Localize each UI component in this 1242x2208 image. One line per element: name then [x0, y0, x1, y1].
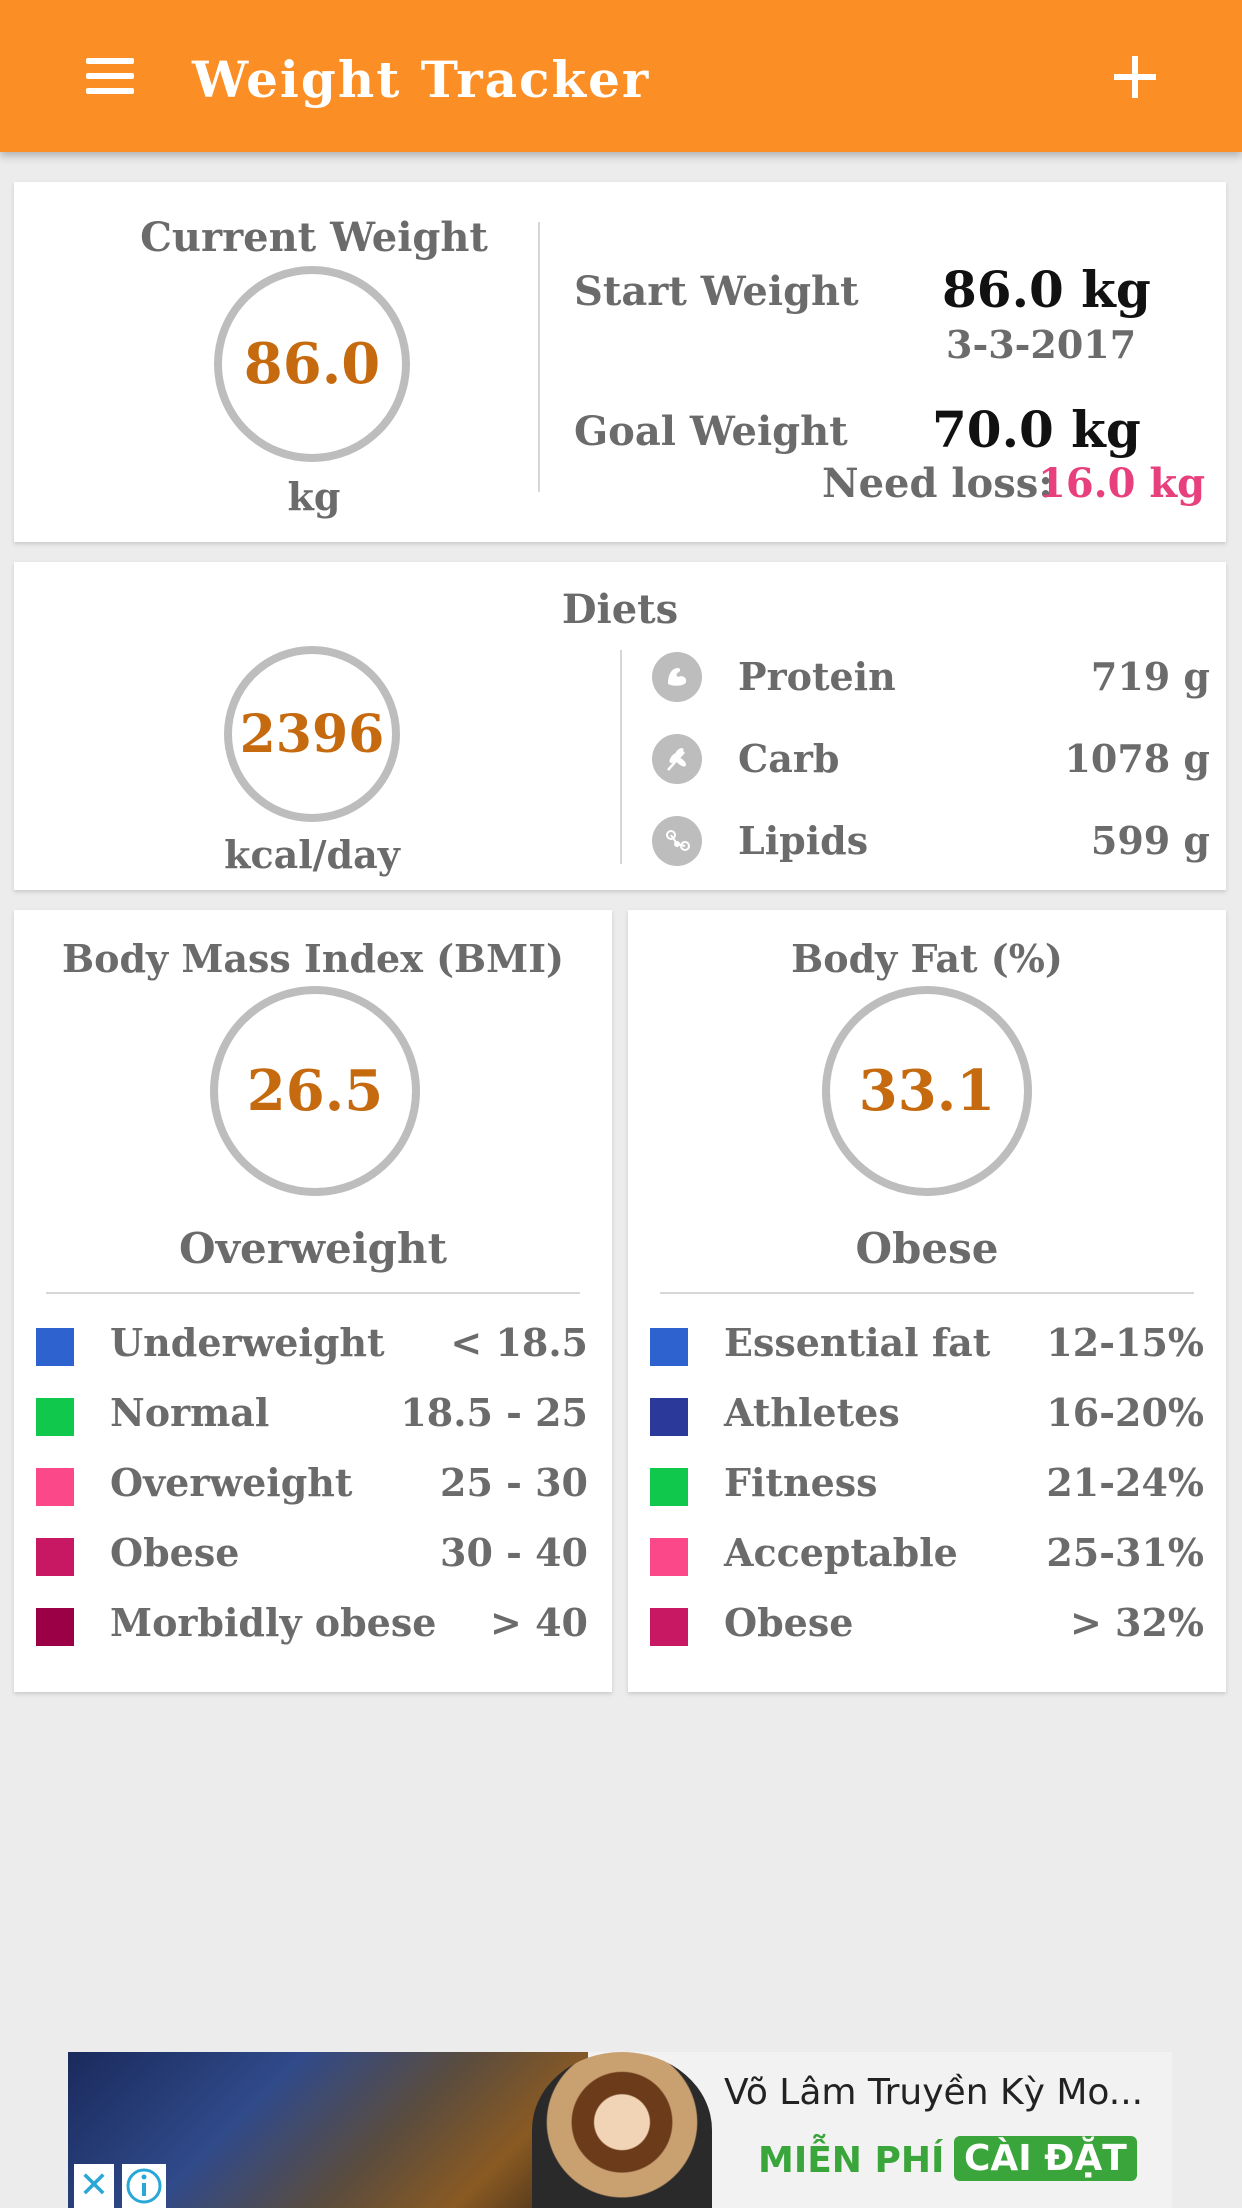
body-fat-status: Obese: [855, 1224, 999, 1273]
ad-hero-image[interactable]: [532, 2052, 712, 2208]
bmi-status: Overweight: [179, 1224, 447, 1273]
diets-divider: [620, 650, 622, 864]
bmi-ring: 26.5: [210, 986, 420, 1196]
diets-title: Diets: [561, 586, 679, 633]
fat-legend-range: 16-20%: [1046, 1390, 1204, 1435]
carb-label: Carb: [738, 736, 840, 781]
body-fat-value: 33.1: [858, 1058, 996, 1124]
goal-weight-value: 70.0 kg: [932, 400, 1141, 459]
start-weight-label: Start Weight: [574, 268, 859, 315]
bmi-value: 26.5: [246, 1058, 384, 1124]
diets-card[interactable]: Diets 2396 kcal/day Protein 719 g Carb 1…: [14, 562, 1226, 890]
legend-swatch: [650, 1608, 688, 1646]
fat-legend-label: Fitness: [724, 1460, 878, 1505]
app-bar: Weight Tracker: [0, 0, 1242, 152]
fat-legend-range: > 32%: [1069, 1600, 1204, 1645]
fat-legend-range: 21-24%: [1046, 1460, 1204, 1505]
legend-swatch: [36, 1608, 74, 1646]
body-fat-title: Body Fat (%): [791, 936, 1063, 981]
fat-legend-label: Essential fat: [724, 1320, 991, 1365]
info-icon[interactable]: [122, 2164, 166, 2208]
fat-legend-label: Acceptable: [724, 1530, 958, 1575]
bmi-legend-label: Obese: [110, 1530, 240, 1575]
protein-label: Protein: [738, 654, 896, 699]
calories-value: 2396: [239, 703, 385, 765]
ad-banner[interactable]: Võ Lâm Truyền Kỳ Mo... MIỄN PHÍ CÀI ĐẶT …: [68, 2052, 1172, 2208]
need-loss-value: 16.0 kg: [1038, 460, 1206, 507]
bmi-divider: [46, 1292, 580, 1294]
calories-ring: 2396: [224, 646, 400, 822]
weight-card[interactable]: Current Weight 86.0 kg Start Weight 86.0…: [14, 182, 1226, 542]
hamburger-menu-icon[interactable]: [86, 56, 136, 96]
body-fat-card[interactable]: Body Fat (%) 33.1 Obese Essential fat 12…: [628, 910, 1226, 1692]
legend-swatch: [650, 1468, 688, 1506]
body-fat-divider: [660, 1292, 1194, 1294]
bmi-legend-label: Morbidly obese: [110, 1600, 437, 1645]
lipids-label: Lipids: [738, 818, 869, 863]
current-weight-ring: 86.0: [214, 266, 410, 462]
bmi-legend-range: < 18.5: [450, 1320, 588, 1365]
legend-swatch: [36, 1398, 74, 1436]
lipids-value: 599 g: [1090, 818, 1210, 863]
legend-swatch: [36, 1538, 74, 1576]
bmi-legend-range: > 40: [490, 1600, 588, 1645]
legend-swatch: [36, 1468, 74, 1506]
start-weight-value: 86.0 kg: [942, 260, 1151, 319]
muscle-icon: [652, 652, 702, 702]
app-title: Weight Tracker: [192, 50, 651, 109]
molecule-icon: [652, 816, 702, 866]
need-loss-label: Need loss:: [822, 460, 1054, 507]
weight-divider: [538, 222, 540, 492]
legend-swatch: [650, 1398, 688, 1436]
ad-install-button[interactable]: CÀI ĐẶT: [954, 2136, 1137, 2181]
fat-legend-label: Obese: [724, 1600, 854, 1645]
start-weight-date: 3-3-2017: [946, 322, 1137, 367]
legend-swatch: [650, 1328, 688, 1366]
close-icon[interactable]: ✕: [74, 2164, 114, 2208]
fat-legend-range: 25-31%: [1046, 1530, 1204, 1575]
protein-value: 719 g: [1090, 654, 1210, 699]
current-weight-value: 86.0: [243, 331, 381, 397]
fat-legend-label: Athletes: [724, 1390, 900, 1435]
current-weight-label: Current Weight: [140, 214, 488, 261]
goal-weight-label: Goal Weight: [574, 408, 848, 455]
ad-title[interactable]: Võ Lâm Truyền Kỳ Mo...: [724, 2072, 1144, 2113]
legend-swatch: [650, 1538, 688, 1576]
wheat-icon: [652, 734, 702, 784]
bmi-legend-range: 30 - 40: [440, 1530, 588, 1575]
bmi-legend-range: 25 - 30: [440, 1460, 588, 1505]
legend-swatch: [36, 1328, 74, 1366]
fat-legend-range: 12-15%: [1046, 1320, 1204, 1365]
ad-free-label: MIỄN PHÍ: [758, 2140, 945, 2181]
bmi-card[interactable]: Body Mass Index (BMI) 26.5 Overweight Un…: [14, 910, 612, 1692]
bmi-legend-label: Underweight: [110, 1320, 385, 1365]
bmi-title: Body Mass Index (BMI): [62, 936, 564, 981]
plus-icon[interactable]: [1114, 56, 1156, 98]
bmi-legend-label: Overweight: [110, 1460, 353, 1505]
carb-value: 1078 g: [1064, 736, 1210, 781]
bmi-legend-label: Normal: [110, 1390, 270, 1435]
calories-unit: kcal/day: [224, 832, 400, 877]
bmi-legend-range: 18.5 - 25: [400, 1390, 588, 1435]
body-fat-ring: 33.1: [822, 986, 1032, 1196]
current-weight-unit: kg: [287, 474, 341, 519]
